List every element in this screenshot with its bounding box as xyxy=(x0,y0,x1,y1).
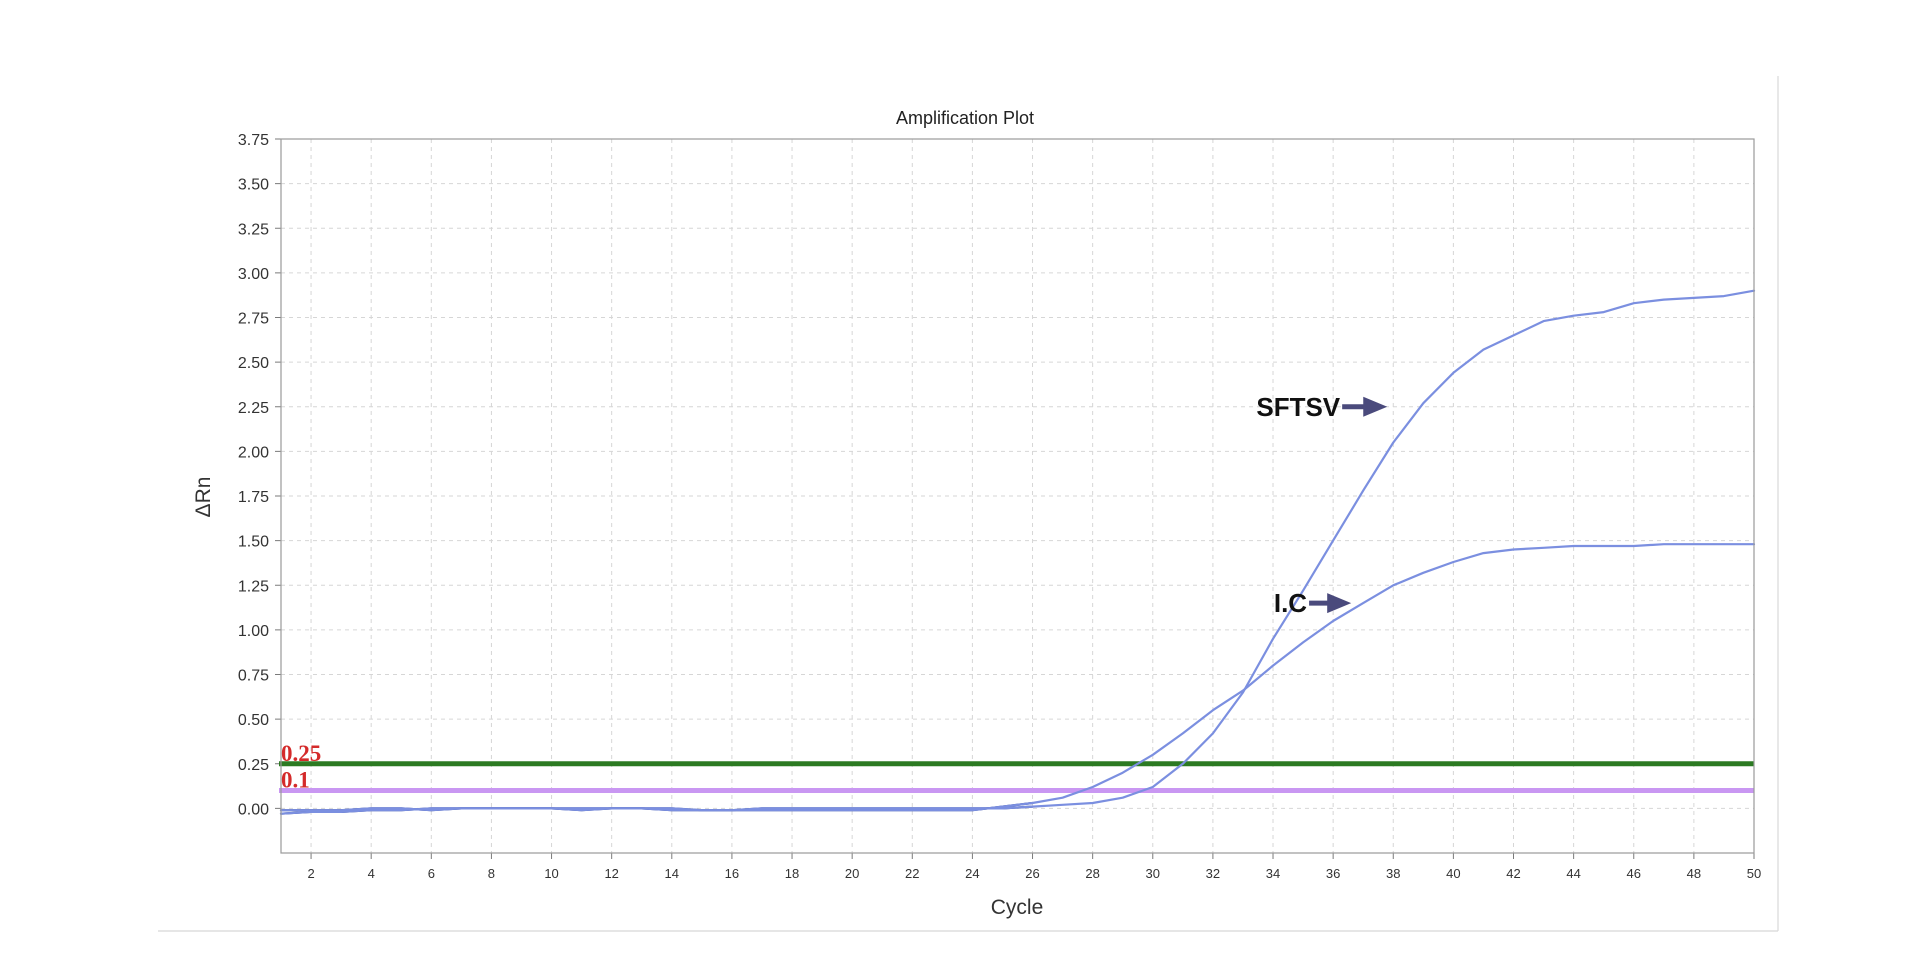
x-tick-label: 8 xyxy=(488,866,495,881)
x-axis-ticks: 2 4 6 8 10 12 14 16 18 20 22 24 26 28 30 32 34 36 38 40 42 44… xyxy=(307,853,1761,881)
x-tick-label: 42 xyxy=(1506,866,1520,881)
x-tick-label: 20 xyxy=(845,866,859,881)
x-tick-label: 10 xyxy=(544,866,558,881)
grid-lines xyxy=(281,138,1755,853)
y-tick-label: 2.25 xyxy=(238,400,269,417)
x-tick-label: 44 xyxy=(1566,866,1580,881)
x-tick-label: 50 xyxy=(1747,866,1761,881)
x-tick-label: 24 xyxy=(965,866,979,881)
plot-area-border xyxy=(280,138,1755,854)
threshold-label: 0.1 xyxy=(281,768,310,793)
x-tick-label: 26 xyxy=(1025,866,1039,881)
x-tick-label: 4 xyxy=(368,866,375,881)
x-tick-label: 48 xyxy=(1687,866,1701,881)
y-tick-label: 2.50 xyxy=(238,355,269,372)
y-tick-label: 1.50 xyxy=(238,534,269,551)
x-tick-label: 14 xyxy=(665,866,679,881)
y-tick-label: 2.00 xyxy=(238,444,269,461)
y-axis-title: ΔRn xyxy=(192,477,215,518)
annotation-label: I.C xyxy=(1274,588,1307,618)
y-tick-label: 3.00 xyxy=(238,266,269,283)
x-tick-label: 32 xyxy=(1206,866,1220,881)
y-tick-label: 0.25 xyxy=(238,757,269,774)
y-tick-label: 3.50 xyxy=(238,177,269,194)
y-tick-label: 0.00 xyxy=(238,801,269,818)
y-axis-ticks: 0.00 0.25 0.50 0.75 1.00 1.25 1.50 1.75 2.00 2.25… xyxy=(238,132,281,818)
x-tick-label: 28 xyxy=(1085,866,1099,881)
annotation-label: SFTSV xyxy=(1256,392,1340,422)
x-tick-label: 22 xyxy=(905,866,919,881)
x-axis-title: Cycle xyxy=(991,896,1044,919)
y-tick-label: 2.75 xyxy=(238,311,269,328)
threshold-label: 0.25 xyxy=(281,741,321,766)
y-tick-label: 0.50 xyxy=(238,712,269,729)
amplification-curve-2 xyxy=(279,543,1756,812)
x-tick-label: 36 xyxy=(1326,866,1340,881)
x-tick-label: 12 xyxy=(604,866,618,881)
y-tick-label: 1.25 xyxy=(238,578,269,595)
x-tick-label: 18 xyxy=(785,866,799,881)
y-tick-label: 3.75 xyxy=(238,132,269,149)
x-tick-label: 46 xyxy=(1627,866,1641,881)
threshold-lines: 0.250.1 xyxy=(279,741,1754,794)
y-tick-label: 3.25 xyxy=(238,221,269,238)
arrow-right-icon xyxy=(1363,396,1388,417)
amplification-curve-1 xyxy=(279,289,1756,815)
x-tick-label: 38 xyxy=(1386,866,1400,881)
y-tick-label: 0.75 xyxy=(238,668,269,685)
x-tick-label: 40 xyxy=(1446,866,1460,881)
amplification-curves xyxy=(279,289,1756,815)
y-tick-label: 1.75 xyxy=(238,489,269,506)
x-tick-label: 6 xyxy=(428,866,435,881)
curve-annotations: SFTSV I.C xyxy=(1256,392,1388,618)
y-tick-label: 1.00 xyxy=(238,623,269,640)
x-tick-label: 16 xyxy=(725,866,739,881)
x-tick-label: 2 xyxy=(307,866,314,881)
x-tick-label: 34 xyxy=(1266,866,1280,881)
arrow-right-icon xyxy=(1327,593,1352,614)
x-tick-label: 30 xyxy=(1146,866,1160,881)
chart-title: Amplification Plot xyxy=(896,108,1034,128)
